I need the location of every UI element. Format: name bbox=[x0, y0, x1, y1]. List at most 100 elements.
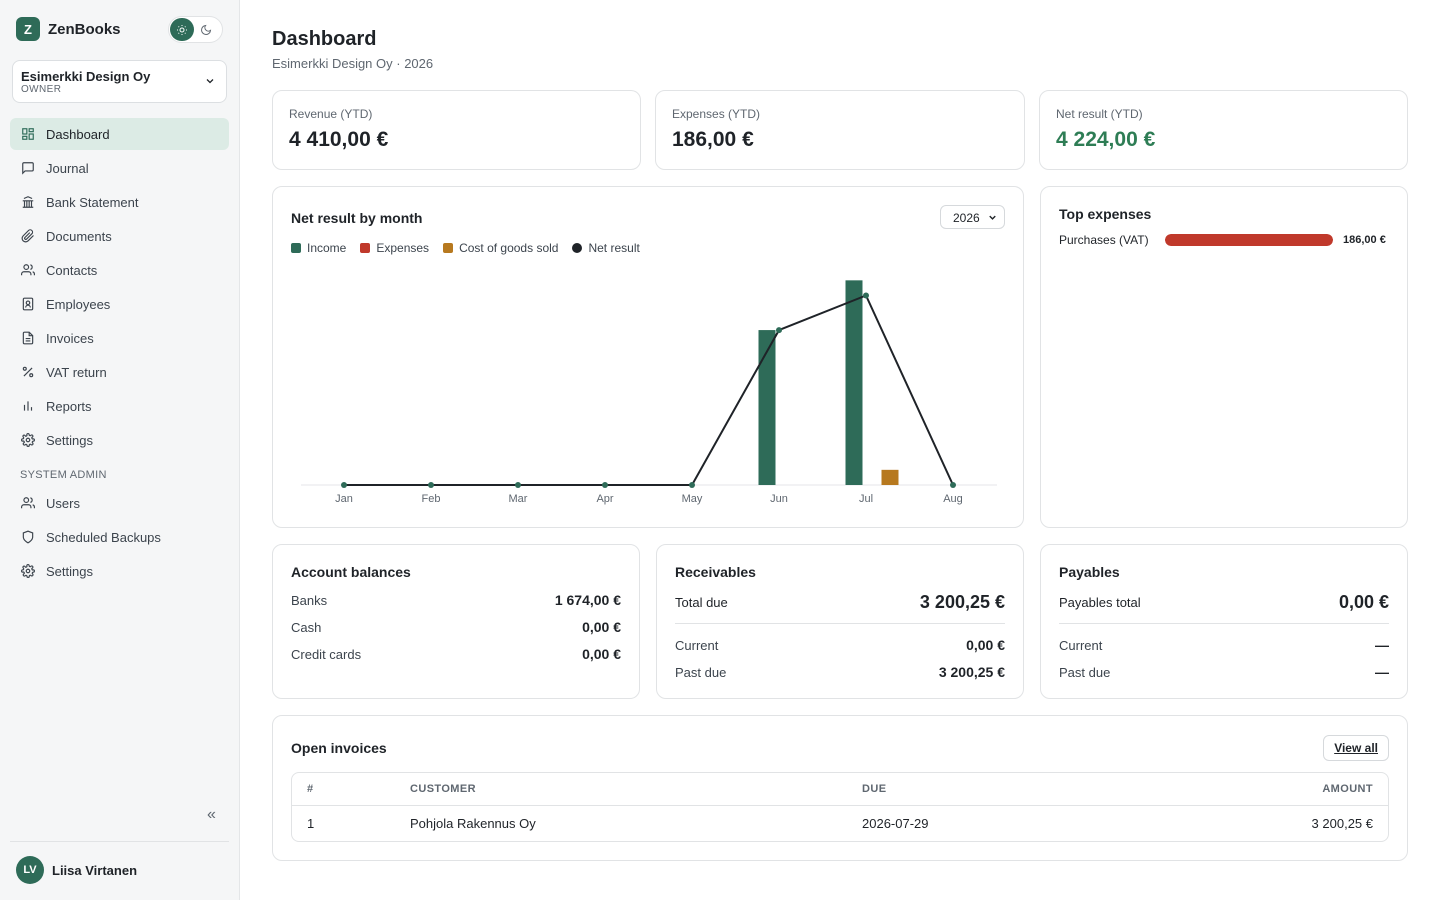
user-name: Liisa Virtanen bbox=[52, 862, 138, 878]
sidebar: Z ZenBooks Esimerkki Design Oy OWNER Das… bbox=[0, 0, 240, 900]
brand-name: ZenBooks bbox=[48, 20, 121, 38]
chart-title: Net result by month bbox=[291, 210, 423, 226]
x-tick-label: Jul bbox=[859, 493, 873, 505]
legend-item-net: Net result bbox=[572, 241, 640, 255]
organization-selector[interactable]: Esimerkki Design Oy OWNER bbox=[12, 60, 227, 103]
sidebar-item-bank-statement[interactable]: Bank Statement bbox=[10, 186, 229, 218]
sidebar-item-vat-return[interactable]: VAT return bbox=[10, 356, 229, 388]
sidebar-item-label: Documents bbox=[46, 228, 112, 244]
column-header-number[interactable]: # bbox=[307, 783, 314, 795]
balance-row-banks: Banks 1 674,00 € bbox=[291, 592, 621, 608]
user-menu[interactable]: LV Liisa Virtanen bbox=[16, 856, 137, 884]
sidebar-item-users[interactable]: Users bbox=[10, 487, 229, 519]
brand[interactable]: Z ZenBooks bbox=[16, 17, 121, 41]
x-tick-label: Jun bbox=[770, 493, 788, 505]
net-result-point bbox=[950, 482, 956, 488]
sidebar-item-settings[interactable]: Settings bbox=[10, 424, 229, 456]
table-row[interactable]: 1 Pohjola Rakennus Oy 2026-07-29 3 200,2… bbox=[292, 806, 1388, 841]
sidebar-item-scheduled-backups[interactable]: Scheduled Backups bbox=[10, 521, 229, 553]
legend-label: Net result bbox=[588, 241, 640, 255]
x-tick-label: May bbox=[682, 493, 703, 505]
gear-icon bbox=[21, 433, 35, 447]
chart-legend: Income Expenses Cost of goods sold Net r… bbox=[291, 241, 654, 255]
income-bar bbox=[758, 330, 776, 485]
cogs-bar bbox=[881, 469, 899, 485]
year-select[interactable]: 2026 bbox=[940, 205, 1005, 229]
theme-toggle[interactable] bbox=[168, 16, 223, 43]
sidebar-item-documents[interactable]: Documents bbox=[10, 220, 229, 252]
balance-row-credit-cards: Credit cards 0,00 € bbox=[291, 646, 621, 662]
divider bbox=[1059, 623, 1389, 624]
kpi-value: 4 410,00 € bbox=[289, 128, 389, 151]
payables-card: Payables Payables total 0,00 € Current —… bbox=[1040, 544, 1408, 699]
column-header-customer[interactable]: CUSTOMER bbox=[410, 783, 476, 795]
sidebar-item-admin-settings[interactable]: Settings bbox=[10, 555, 229, 587]
main-nav: Dashboard Journal Bank Statement Documen… bbox=[10, 118, 229, 458]
kpi-card-revenue: Revenue (YTD) 4 410,00 € bbox=[272, 90, 641, 170]
sidebar-item-label: Users bbox=[46, 495, 80, 511]
open-invoices-card: Open invoices View all # CUSTOMER DUE AM… bbox=[272, 715, 1408, 861]
receivables-current-value: 0,00 € bbox=[966, 637, 1005, 653]
sidebar-item-dashboard[interactable]: Dashboard bbox=[10, 118, 229, 150]
avatar: LV bbox=[16, 856, 44, 884]
message-square-icon bbox=[22, 162, 34, 175]
light-theme-button[interactable] bbox=[170, 18, 194, 41]
users-icon bbox=[21, 497, 35, 509]
column-header-due[interactable]: DUE bbox=[862, 783, 887, 795]
legend-swatch bbox=[291, 243, 301, 253]
sidebar-item-label: VAT return bbox=[46, 364, 107, 380]
admin-nav: Users Scheduled Backups Settings bbox=[10, 487, 229, 589]
net-result-point bbox=[776, 327, 782, 334]
top-expenses-title: Top expenses bbox=[1059, 206, 1152, 222]
account-balances-title: Account balances bbox=[291, 564, 411, 580]
payables-current-label: Current bbox=[1059, 637, 1103, 653]
legend-item-cogs: Cost of goods sold bbox=[443, 241, 558, 255]
sidebar-item-journal[interactable]: Journal bbox=[10, 152, 229, 184]
sidebar-item-employees[interactable]: Employees bbox=[10, 288, 229, 320]
receivables-title: Receivables bbox=[675, 564, 756, 580]
open-invoices-title: Open invoices bbox=[291, 740, 387, 756]
receivables-total-row: Total due 3 200,25 € bbox=[675, 592, 1005, 613]
sidebar-item-invoices[interactable]: Invoices bbox=[10, 322, 229, 354]
divider bbox=[675, 623, 1005, 624]
kpi-value: 186,00 € bbox=[672, 128, 754, 151]
x-tick-label: Mar bbox=[509, 493, 528, 505]
x-tick-label: Aug bbox=[943, 493, 963, 505]
balance-value: 1 674,00 € bbox=[554, 592, 621, 608]
balance-label: Cash bbox=[291, 619, 322, 635]
sidebar-item-reports[interactable]: Reports bbox=[10, 390, 229, 422]
legend-label: Cost of goods sold bbox=[459, 241, 559, 255]
kpi-value: 4 224,00 € bbox=[1056, 128, 1156, 151]
payables-current-row: Current — bbox=[1059, 637, 1389, 653]
chevron-down-icon bbox=[206, 79, 214, 84]
receivables-past-due-row: Past due 3 200,25 € bbox=[675, 664, 1005, 680]
receivables-card: Receivables Total due 3 200,25 € Current… bbox=[656, 544, 1024, 699]
legend-item-expenses: Expenses bbox=[360, 241, 429, 255]
net-result-point bbox=[863, 292, 869, 299]
gear-icon bbox=[21, 564, 35, 578]
legend-swatch bbox=[360, 243, 371, 253]
kpi-card-expenses: Expenses (YTD) 186,00 € bbox=[655, 90, 1025, 170]
expense-bar-fill bbox=[1165, 234, 1333, 246]
dark-theme-button[interactable] bbox=[194, 18, 218, 41]
page-subtitle: Esimerkki Design Oy · 2026 bbox=[272, 56, 434, 71]
sidebar-item-contacts[interactable]: Contacts bbox=[10, 254, 229, 286]
balance-label: Credit cards bbox=[291, 646, 362, 662]
collapse-sidebar-button[interactable]: « bbox=[207, 806, 216, 823]
kpi-label: Expenses (YTD) bbox=[672, 107, 761, 121]
sidebar-item-label: Journal bbox=[46, 160, 89, 176]
invoice-customer: Pohjola Rakennus Oy bbox=[410, 816, 536, 831]
kpi-label: Revenue (YTD) bbox=[289, 107, 373, 121]
bank-icon bbox=[22, 196, 34, 208]
balance-value: 0,00 € bbox=[582, 646, 621, 662]
shield-icon bbox=[22, 530, 34, 544]
moon-icon bbox=[201, 24, 212, 35]
year-select-value: 2026 bbox=[953, 211, 980, 225]
net-result-line bbox=[344, 294, 954, 486]
top-expense-item: Purchases (VAT) 186,00 € bbox=[1059, 233, 1389, 247]
view-all-invoices-button[interactable]: View all bbox=[1323, 735, 1389, 761]
receivables-past-due-label: Past due bbox=[675, 664, 727, 680]
x-tick-label: Feb bbox=[422, 493, 441, 505]
column-header-amount[interactable]: AMOUNT bbox=[1322, 783, 1373, 795]
chevron-down-icon bbox=[989, 215, 996, 220]
